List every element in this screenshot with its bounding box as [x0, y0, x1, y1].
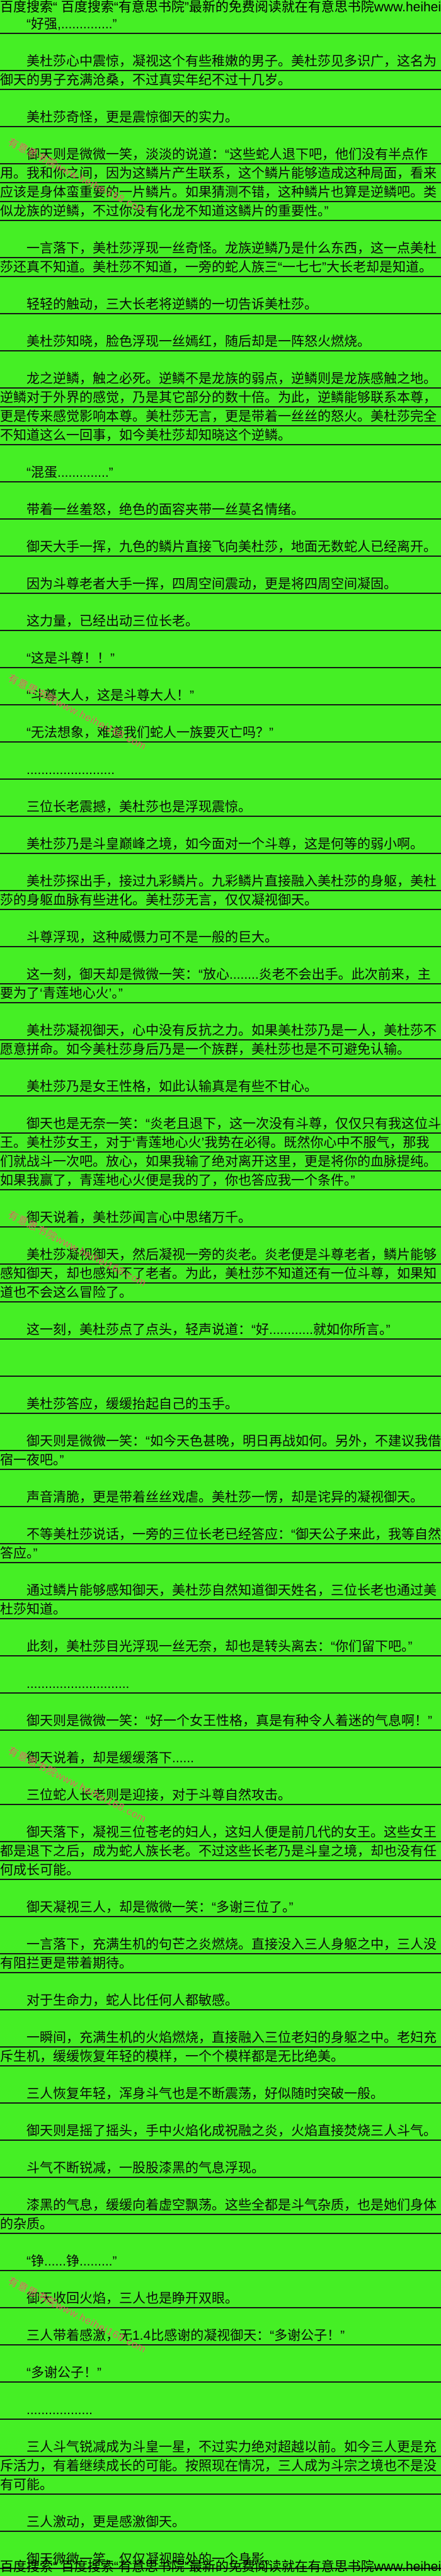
paragraph: 轻轻的触动，三大长老将逆鳞的一切告诉美杜莎。 [0, 295, 441, 314]
paragraph: 御天大手一挥，九色的鳞片直接飞向美杜莎，地面无数蛇人已经离开。 [0, 538, 441, 557]
paragraph: 御天则是微微一笑：“好一个女王性格，真是有种令人着迷的气息啊！” [0, 1712, 441, 1731]
paragraph: 三位蛇人长老则是迎接，对于斗尊自然攻击。 [0, 1786, 441, 1805]
paragraph: 美杜莎凝视御天，然后凝视一旁的炎老。炎老便是斗尊老者，鳞片能够感知御天，却也感知… [0, 1246, 441, 1302]
paragraph: 声音清脆，更是带着丝丝戏虐。美杜莎一愣，却是诧异的凝视御天。 [0, 1488, 441, 1507]
paragraph: 此刻，美杜莎目光浮现一丝无奈，却也是转头离去：“你们留下吧。” [0, 1638, 441, 1656]
paragraph: 御天凝视三人，却是微微一笑：“多谢三位了。” [0, 1898, 441, 1917]
paragraph: ............................ [0, 1675, 441, 1694]
paragraph: 斗尊浮现，这种威慑力可不是一般的巨大。 [0, 928, 441, 947]
paragraph: 美杜莎答应，缓缓抬起自己的玉手。 [0, 1395, 441, 1414]
paragraph: “斗尊大人，这是斗尊大人！” [0, 687, 441, 705]
paragraph: “好强,..............” [0, 15, 441, 34]
paragraph: 三人激动，更是感激御天。 [0, 2513, 441, 2532]
header-promo-text: 百度搜索“ 百度搜索“有意思书院”最新的免费阅读就在有意思书院www.heihe… [0, 0, 441, 14]
paragraph: 御天收回火焰，三人也是睁开双眼。 [0, 2289, 441, 2308]
paragraph: 一瞬间，充满生机的火焰燃烧，直接融入三位老妇的身躯之中。老妇充斥生机，缓缓恢复年… [0, 2029, 441, 2066]
paragraph: 对于生命力，蛇人比任何人都敏感。 [0, 1992, 441, 2010]
paragraph: 一言落下，充满生机的句芒之炎燃烧。直接没入三人身躯之中，三人没有阻拦更是带着期待… [0, 1935, 441, 1973]
paragraph: ........................ [0, 761, 441, 780]
paragraph: 三人带着感激，无1.4比感谢的凝视御天：“多谢公子！” [0, 2327, 441, 2345]
paragraph: “这是斗尊！！” [0, 649, 441, 668]
paragraph: “混蛋..............” [0, 464, 441, 482]
paragraph [0, 1358, 441, 1377]
paragraph: 美杜莎知晓，脸色浮现一丝嫣红，随后却是一阵怒火燃烧。 [0, 333, 441, 351]
paragraph: 美杜莎奇怪，更是震惊御天的实力。 [0, 108, 441, 127]
paragraph: 通过鳞片能够感知御天，美杜莎自然知道御天姓名，三位长老也通过美杜莎知道。 [0, 1582, 441, 1619]
paragraph: 御天则是微微一笑，淡淡的说道：“这些蛇人退下吧，他们没有半点作用。我和你之间，因… [0, 145, 441, 221]
paragraph: 御天也是无奈一笑：“炎老且退下，这一次没有斗尊，仅仅只有我这位斗王。美杜莎女王，… [0, 1115, 441, 1190]
paragraph: 这一刻，御天却是微微一笑：“放心........炎老不会出手。此次前来，主要为了… [0, 966, 441, 1003]
paragraph: .................. [0, 2401, 441, 2420]
paragraph: 这力量，已经出动三位长老。 [0, 612, 441, 631]
paragraph: 御天落下，凝视三位苍老的妇人，这妇人便是前几代的女王。这些女王都是退下之后，成为… [0, 1823, 441, 1880]
paragraph: 美杜莎乃是女王性格，如此认输真是有些不甘心。 [0, 1078, 441, 1097]
paragraph: 美杜莎心中震惊，凝视这个有些稚嫩的男子。美杜莎见多识广，这名为御天的男子充满沧桑… [0, 52, 441, 90]
paragraph: 美杜莎探出手，接过九彩鳞片。九彩鳞片直接融入美杜莎的身躯，美杜莎的身躯血脉有些进… [0, 872, 441, 910]
paragraph: 美杜莎乃是斗皇巅峰之境，如今面对一个斗尊，这是何等的弱小啊。 [0, 835, 441, 854]
paragraph: 一言落下，美杜莎浮现一丝奇怪。龙族逆鳞乃是什么东西，这一点美杜莎还真不知道。美杜… [0, 239, 441, 277]
paragraph: 御天则是微微一笑：“如今天色甚晚，明日再战如何。另外，不建议我借宿一夜吧。” [0, 1432, 441, 1470]
paragraph: 三位长老震撼，美杜莎也是浮现震惊。 [0, 798, 441, 817]
footer-promo-text: 百度搜索“ 百度搜索“有意思书院”最新的免费阅读就在有意思书院www.heihe… [0, 2560, 441, 2574]
paragraph: 御天说着，美杜莎闻言心中思绪万千。 [0, 1209, 441, 1228]
paragraph: 这一刻，美杜莎点了点头，轻声说道：“好............就如你所言。” [0, 1321, 441, 1340]
paragraph: 美杜莎凝视御天，心中没有反抗之力。如果美杜莎乃是一人，美杜莎不愿意拼命。如今美杜… [0, 1022, 441, 1059]
paragraph: 御天则是摇了摇头，手中火焰化成祝融之炎，火焰直接焚烧三人斗气。 [0, 2122, 441, 2141]
paragraph: 御天说着，却是缓缓落下...... [0, 1749, 441, 1768]
paragraph: “多谢公子！” [0, 2364, 441, 2383]
paragraph: 带着一丝羞怒，绝色的面容夹带一丝莫名情绪。 [0, 501, 441, 520]
paragraph: 漆黑的气息，缓缓向着虚空飘荡。这些全都是斗气杂质，也是她们身体的杂质。 [0, 2196, 441, 2234]
paragraph: “无法想象，难道我们蛇人一族要灭亡吗？” [0, 724, 441, 743]
paragraph: 龙之逆鳞，触之必死。逆鳞不是龙族的弱点，逆鳞则是龙族感触之地。逆鳞对于外界的感觉… [0, 370, 441, 445]
paragraph: 斗气不断锐减，一股股漆黑的气息浮现。 [0, 2159, 441, 2178]
paragraph: 因为斗尊老者大手一挥，四周空间震动，更是将四周空间凝固。 [0, 575, 441, 594]
paragraph: 不等美杜莎说话，一旁的三位长老已经答应：“御天公子来此，我等自然答应。” [0, 1525, 441, 1563]
paragraph: 三人恢复年轻，浑身斗气也是不断震荡，好似随时突破一般。 [0, 2085, 441, 2104]
novel-content: “好强,..............” 美杜莎心中震惊，凝视这个有些稚嫩的男子。美… [0, 15, 441, 2576]
paragraph: 御天微微一笑，仅仅凝视暗处的一个身影。 [0, 2550, 441, 2569]
paragraph: “铮......铮.........” [0, 2252, 441, 2271]
paragraph: 三人斗气锐减成为斗皇一星，不过实力绝对超越以前。如今三人更是充斥活力，有着继续成… [0, 2438, 441, 2495]
